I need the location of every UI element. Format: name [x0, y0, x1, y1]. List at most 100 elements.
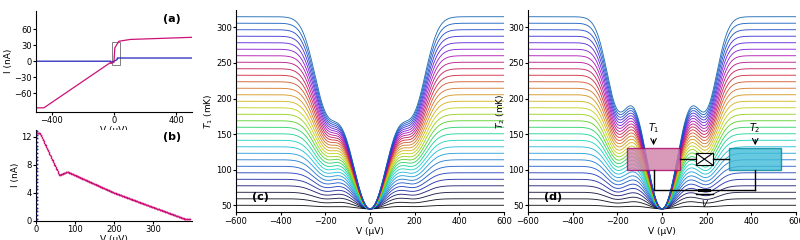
Point	[175, 216, 188, 220]
Point	[130, 199, 143, 203]
Point	[170, 214, 183, 218]
Point	[30, 151, 43, 155]
Point	[177, 216, 190, 220]
Point	[42, 149, 54, 153]
Point	[110, 192, 123, 196]
Point	[146, 205, 159, 209]
Point	[116, 194, 129, 198]
Point	[60, 170, 73, 174]
Point	[183, 217, 196, 221]
Point	[135, 201, 148, 205]
Point	[179, 217, 192, 221]
Point	[182, 217, 194, 221]
Point	[165, 212, 178, 216]
Point	[153, 208, 166, 211]
Point	[60, 170, 73, 174]
Point	[150, 206, 162, 210]
Point	[122, 196, 134, 200]
Point	[76, 177, 89, 180]
Point	[65, 171, 78, 175]
Point	[30, 217, 43, 221]
Point	[142, 204, 155, 207]
Point	[146, 205, 158, 209]
Point	[164, 212, 177, 216]
Point	[178, 217, 190, 221]
Point	[122, 196, 135, 200]
Point	[101, 188, 114, 192]
Point	[166, 213, 179, 216]
Point	[86, 181, 99, 185]
Point	[121, 196, 134, 199]
Point	[50, 166, 62, 170]
Point	[128, 198, 141, 202]
Point	[123, 197, 136, 200]
Point	[40, 146, 53, 150]
Point	[146, 205, 159, 209]
Point	[30, 198, 43, 202]
Point	[63, 171, 76, 175]
Point	[136, 201, 149, 205]
Point	[65, 172, 78, 175]
Point	[114, 193, 126, 197]
Point	[30, 144, 43, 148]
Point	[44, 154, 57, 158]
Point	[70, 174, 83, 178]
Point	[162, 211, 175, 215]
Point	[167, 213, 180, 217]
Point	[38, 141, 51, 145]
Point	[59, 170, 72, 174]
Point	[102, 189, 115, 192]
Point	[54, 173, 67, 177]
Point	[53, 173, 66, 177]
Point	[161, 210, 174, 214]
Point	[34, 131, 46, 135]
Point	[137, 202, 150, 206]
Point	[155, 208, 168, 212]
Point	[122, 196, 134, 200]
Point	[89, 183, 102, 186]
Point	[123, 197, 136, 200]
Point	[58, 171, 70, 175]
Point	[114, 193, 127, 197]
Point	[97, 186, 110, 190]
X-axis label: V (μV): V (μV)	[648, 227, 676, 236]
Text: $T_2$: $T_2$	[750, 121, 761, 135]
Point	[36, 137, 49, 141]
Text: (b): (b)	[163, 132, 181, 142]
Point	[74, 175, 86, 179]
Point	[67, 173, 80, 176]
Point	[57, 172, 70, 175]
Point	[87, 182, 100, 186]
Point	[168, 213, 181, 217]
Point	[158, 209, 170, 213]
Point	[59, 170, 72, 174]
Point	[177, 216, 190, 220]
Point	[143, 204, 156, 208]
Point	[137, 202, 150, 205]
Point	[86, 181, 98, 185]
Point	[105, 190, 118, 193]
Point	[176, 216, 189, 220]
Point	[34, 133, 47, 137]
Point	[52, 171, 65, 175]
Point	[142, 203, 154, 207]
Point	[39, 144, 52, 148]
Point	[45, 156, 58, 160]
Point	[147, 206, 160, 210]
Point	[66, 172, 78, 176]
Point	[106, 190, 119, 194]
Point	[154, 208, 166, 211]
Point	[162, 211, 174, 215]
Point	[99, 187, 112, 191]
Point	[127, 198, 140, 202]
Point	[106, 190, 119, 194]
Point	[33, 131, 46, 135]
Point	[167, 213, 180, 217]
Point	[133, 200, 146, 204]
Point	[143, 204, 156, 208]
Point	[87, 181, 100, 185]
Point	[42, 150, 55, 154]
Point	[178, 217, 190, 221]
Point	[126, 198, 139, 202]
Point	[130, 199, 142, 203]
